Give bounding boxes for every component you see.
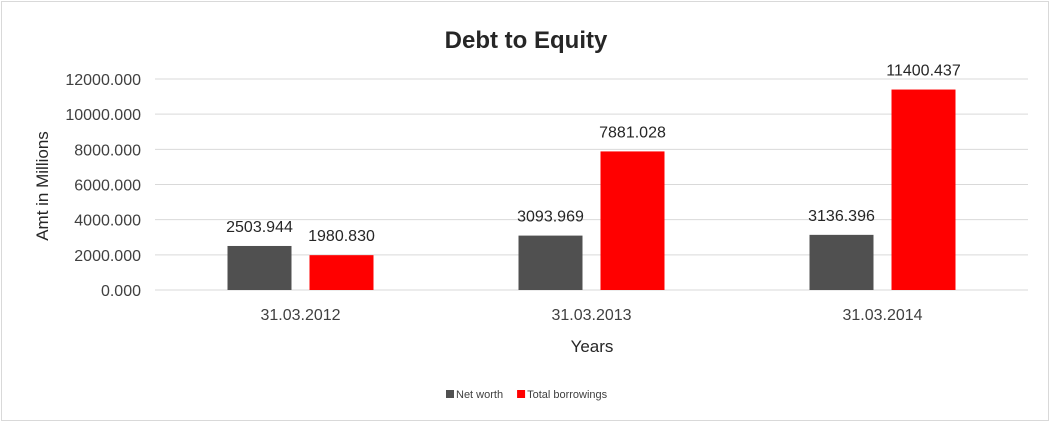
y-axis-title: Amt in Millions bbox=[33, 131, 52, 241]
gridlines bbox=[155, 78, 1028, 291]
x-axis-ticks: 31.03.2012 31.03.2013 31.03.2014 bbox=[260, 307, 922, 324]
legend-swatch bbox=[517, 390, 526, 398]
x-tick-label: 31.03.2013 bbox=[551, 307, 631, 324]
bar-total-borrowings bbox=[891, 89, 956, 290]
data-labels: 2503.944 1980.830 3093.969 7881.028 3136.396… bbox=[226, 63, 961, 246]
y-tick-label: 2000.000 bbox=[74, 248, 141, 265]
data-label: 7881.028 bbox=[599, 124, 666, 141]
data-label: 11400.437 bbox=[886, 63, 961, 80]
data-label: 2503.944 bbox=[226, 219, 293, 236]
bar-total-borrowings bbox=[309, 255, 374, 290]
x-axis-title: Years bbox=[571, 337, 614, 356]
legend-label: Total borrowings bbox=[527, 389, 608, 401]
bar-net-worth bbox=[809, 234, 874, 290]
y-tick-label: 0.000 bbox=[101, 283, 141, 300]
y-tick-label: 10000.000 bbox=[65, 107, 141, 124]
chart-title: Debt to Equity bbox=[445, 27, 608, 54]
y-axis-ticks: 0.000 2000.000 4000.000 6000.000 8000.000 100… bbox=[65, 72, 141, 300]
bars bbox=[227, 89, 956, 290]
legend-label: Net worth bbox=[456, 389, 503, 401]
bar-net-worth bbox=[227, 245, 292, 290]
data-label: 1980.830 bbox=[308, 228, 375, 245]
bar-net-worth bbox=[518, 235, 583, 290]
y-tick-label: 12000.000 bbox=[65, 72, 141, 89]
y-tick-label: 8000.000 bbox=[74, 142, 141, 159]
y-tick-label: 4000.000 bbox=[74, 213, 141, 230]
data-label: 3093.969 bbox=[517, 209, 584, 226]
x-tick-label: 31.03.2014 bbox=[842, 307, 922, 324]
data-label: 3136.396 bbox=[808, 208, 875, 225]
legend: Net worth Total borrowings bbox=[446, 389, 608, 401]
legend-swatch bbox=[446, 390, 454, 398]
bar-total-borrowings bbox=[600, 151, 665, 290]
x-tick-label: 31.03.2012 bbox=[260, 307, 340, 324]
y-tick-label: 6000.000 bbox=[74, 178, 141, 195]
